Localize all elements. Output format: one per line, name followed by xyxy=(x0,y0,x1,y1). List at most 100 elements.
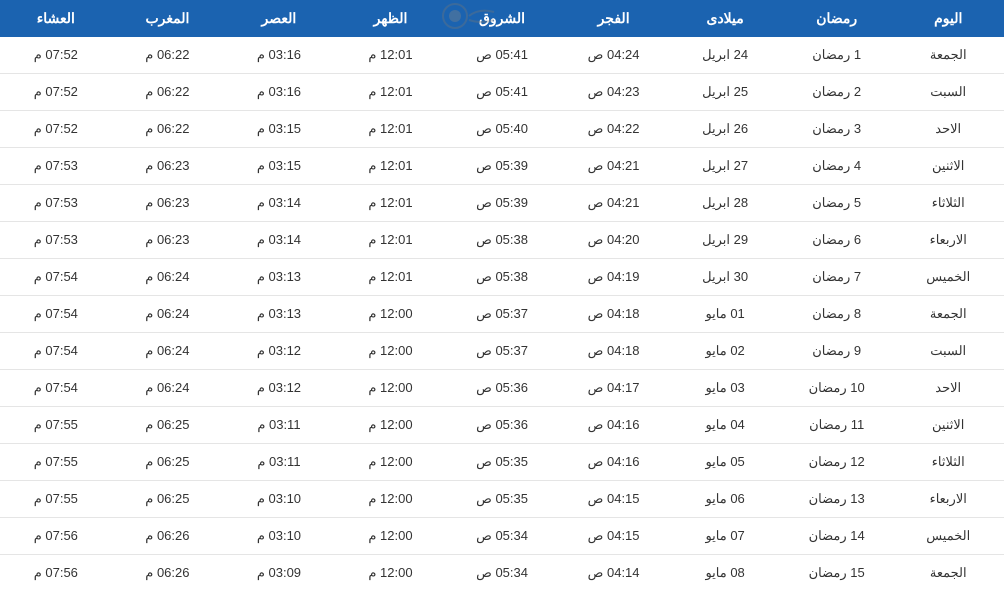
table-cell: 04:19 ص xyxy=(558,259,670,296)
prayer-times-table: اليومرمضانميلادىالفجرالشروقالظهرالعصرالم… xyxy=(0,0,1004,591)
table-cell: 04:15 ص xyxy=(558,518,670,555)
table-cell: 07:52 م xyxy=(0,37,112,74)
table-cell: 11 رمضان xyxy=(781,407,893,444)
table-cell: 29 ابريل xyxy=(669,222,781,259)
table-cell: 06:24 م xyxy=(112,333,224,370)
table-cell: 06:26 م xyxy=(112,555,224,591)
table-cell: 03:11 م xyxy=(223,407,335,444)
table-cell: 12:01 م xyxy=(335,259,447,296)
table-cell: 12:00 م xyxy=(335,333,447,370)
table-cell: الجمعة xyxy=(892,37,1004,74)
table-cell: 03:16 م xyxy=(223,37,335,74)
table-cell: 03:12 م xyxy=(223,370,335,407)
table-cell: 07:52 م xyxy=(0,74,112,111)
table-cell: 06:26 م xyxy=(112,518,224,555)
table-cell: 12:00 م xyxy=(335,518,447,555)
table-row: السبت2 رمضان25 ابريل04:23 ص05:41 ص12:01 … xyxy=(0,74,1004,111)
table-row: الاربعاء13 رمضان06 مايو04:15 ص05:35 ص12:… xyxy=(0,481,1004,518)
table-cell: 04:23 ص xyxy=(558,74,670,111)
table-cell: 05:35 ص xyxy=(446,444,558,481)
table-cell: 12:01 م xyxy=(335,148,447,185)
table-cell: 2 رمضان xyxy=(781,74,893,111)
table-row: الخميس14 رمضان07 مايو04:15 ص05:34 ص12:00… xyxy=(0,518,1004,555)
table-cell: 12:00 م xyxy=(335,444,447,481)
table-cell: 12:00 م xyxy=(335,407,447,444)
table-cell: الجمعة xyxy=(892,555,1004,591)
table-cell: 12:00 م xyxy=(335,481,447,518)
table-cell: 04:22 ص xyxy=(558,111,670,148)
table-cell: الاحد xyxy=(892,111,1004,148)
table-cell: 03:15 م xyxy=(223,111,335,148)
table-cell: 05 مايو xyxy=(669,444,781,481)
table-cell: 07:53 م xyxy=(0,148,112,185)
table-cell: 9 رمضان xyxy=(781,333,893,370)
table-cell: 06:22 م xyxy=(112,111,224,148)
table-cell: 07:53 م xyxy=(0,185,112,222)
table-cell: الثلاثاء xyxy=(892,444,1004,481)
table-cell: 8 رمضان xyxy=(781,296,893,333)
column-header: العشاء xyxy=(0,0,112,37)
table-row: الاثنين11 رمضان04 مايو04:16 ص05:36 ص12:0… xyxy=(0,407,1004,444)
table-cell: 6 رمضان xyxy=(781,222,893,259)
table-cell: 05:37 ص xyxy=(446,296,558,333)
table-cell: 12:00 م xyxy=(335,555,447,591)
table-cell: 28 ابريل xyxy=(669,185,781,222)
table-cell: 12 رمضان xyxy=(781,444,893,481)
column-header: ميلادى xyxy=(669,0,781,37)
table-cell: 27 ابريل xyxy=(669,148,781,185)
table-cell: 06:25 م xyxy=(112,407,224,444)
table-cell: 04:20 ص xyxy=(558,222,670,259)
table-cell: 06:23 م xyxy=(112,185,224,222)
table-cell: الاثنين xyxy=(892,148,1004,185)
table-cell: 10 رمضان xyxy=(781,370,893,407)
table-cell: 04:17 ص xyxy=(558,370,670,407)
table-cell: 03:14 م xyxy=(223,222,335,259)
table-cell: الخميس xyxy=(892,518,1004,555)
table-cell: 07:53 م xyxy=(0,222,112,259)
table-cell: 04 مايو xyxy=(669,407,781,444)
table-cell: 12:01 م xyxy=(335,74,447,111)
table-cell: 07:55 م xyxy=(0,407,112,444)
column-header: العصر xyxy=(223,0,335,37)
table-cell: 04:21 ص xyxy=(558,185,670,222)
table-cell: 06:22 م xyxy=(112,37,224,74)
table-cell: 03:13 م xyxy=(223,259,335,296)
table-cell: 03 مايو xyxy=(669,370,781,407)
table-row: الاحد10 رمضان03 مايو04:17 ص05:36 ص12:00 … xyxy=(0,370,1004,407)
table-cell: 05:36 ص xyxy=(446,407,558,444)
table-cell: 05:41 ص xyxy=(446,74,558,111)
table-cell: 12:01 م xyxy=(335,222,447,259)
table-row: الاحد3 رمضان26 ابريل04:22 ص05:40 ص12:01 … xyxy=(0,111,1004,148)
table-cell: الاربعاء xyxy=(892,481,1004,518)
table-cell: 05:40 ص xyxy=(446,111,558,148)
table-cell: 24 ابريل xyxy=(669,37,781,74)
table-cell: الثلاثاء xyxy=(892,185,1004,222)
table-cell: الجمعة xyxy=(892,296,1004,333)
table-cell: 03:12 م xyxy=(223,333,335,370)
table-cell: 06:24 م xyxy=(112,296,224,333)
table-cell: 07:55 م xyxy=(0,481,112,518)
table-cell: 07:54 م xyxy=(0,333,112,370)
table-cell: 12:01 م xyxy=(335,185,447,222)
column-header: الشروق xyxy=(446,0,558,37)
table-cell: 07:54 م xyxy=(0,259,112,296)
table-cell: 07:56 م xyxy=(0,555,112,591)
column-header: المغرب xyxy=(112,0,224,37)
table-cell: الاحد xyxy=(892,370,1004,407)
table-cell: 14 رمضان xyxy=(781,518,893,555)
table-cell: 04:18 ص xyxy=(558,296,670,333)
table-cell: 05:34 ص xyxy=(446,555,558,591)
table-cell: 06:23 م xyxy=(112,148,224,185)
table-cell: 15 رمضان xyxy=(781,555,893,591)
table-cell: 05:38 ص xyxy=(446,259,558,296)
table-cell: 04:18 ص xyxy=(558,333,670,370)
table-cell: 05:38 ص xyxy=(446,222,558,259)
table-header: اليومرمضانميلادىالفجرالشروقالظهرالعصرالم… xyxy=(0,0,1004,37)
table-cell: 5 رمضان xyxy=(781,185,893,222)
column-header: رمضان xyxy=(781,0,893,37)
table-cell: 05:36 ص xyxy=(446,370,558,407)
table-cell: 04:15 ص xyxy=(558,481,670,518)
table-cell: 12:00 م xyxy=(335,296,447,333)
table-cell: 7 رمضان xyxy=(781,259,893,296)
table-cell: 03:11 م xyxy=(223,444,335,481)
